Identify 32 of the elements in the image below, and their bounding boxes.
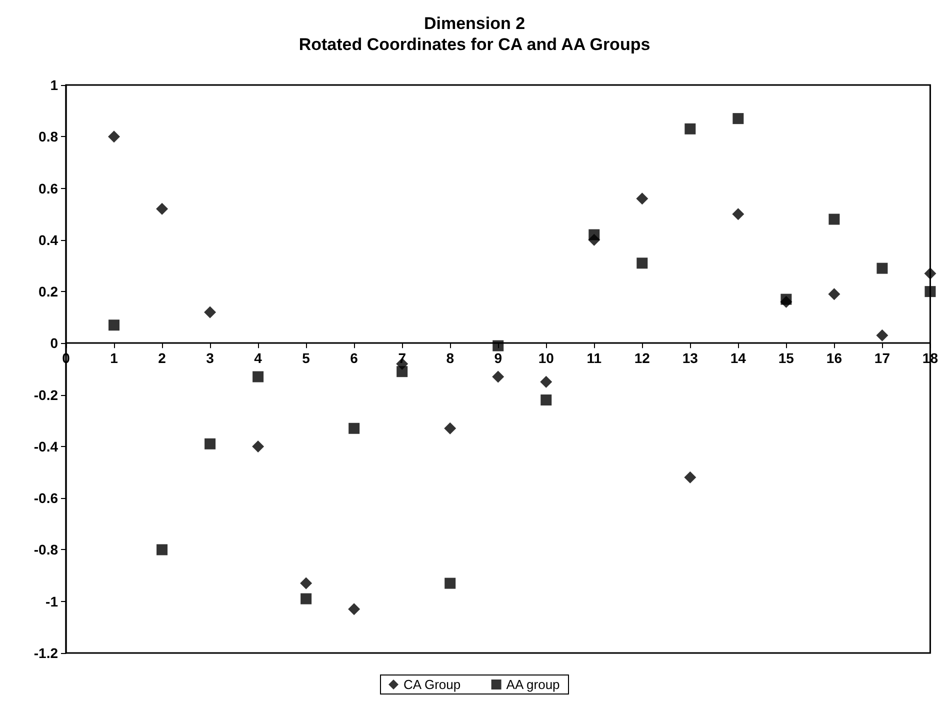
chart-subtitle: Rotated Coordinates for CA and AA Groups — [298, 35, 650, 54]
y-tick-label: -0.8 — [34, 542, 58, 558]
x-tick-label: 4 — [254, 350, 262, 366]
y-tick-label: 0.4 — [38, 232, 58, 248]
x-tick-label: 3 — [206, 350, 214, 366]
y-tick-label: 0 — [50, 335, 58, 352]
x-tick-label: 10 — [538, 350, 554, 366]
y-tick-label: 0.2 — [38, 284, 58, 300]
y-tick-label: -0.4 — [34, 438, 58, 454]
y-tick-label: -0.6 — [34, 490, 58, 506]
x-tick-label: 1 — [110, 350, 118, 366]
chart-title: Dimension 2 — [424, 14, 526, 33]
y-tick-label: -1.2 — [34, 645, 58, 661]
x-tick-label: 2 — [158, 350, 166, 366]
x-tick-label: 17 — [874, 350, 890, 366]
x-tick-label: 11 — [586, 350, 602, 366]
x-tick-label: 15 — [778, 350, 794, 366]
x-tick-label: 14 — [730, 350, 746, 366]
x-tick-label: 13 — [682, 350, 698, 366]
y-tick-label: 0.6 — [38, 180, 58, 196]
x-tick-label: 9 — [494, 350, 502, 366]
x-tick-label: 16 — [826, 350, 842, 366]
legend-label: AA group — [506, 677, 560, 692]
legend-label: CA Group — [404, 677, 461, 692]
y-tick-label: -0.2 — [34, 386, 58, 403]
y-tick-label: 1 — [50, 77, 58, 93]
y-tick-label: 0.8 — [38, 128, 58, 145]
x-tick-label: 12 — [634, 350, 650, 366]
y-tick-label: -1 — [46, 593, 58, 610]
x-tick-label: 5 — [302, 350, 310, 366]
x-tick-label: 8 — [446, 350, 454, 366]
x-tick-label: 6 — [350, 350, 358, 366]
